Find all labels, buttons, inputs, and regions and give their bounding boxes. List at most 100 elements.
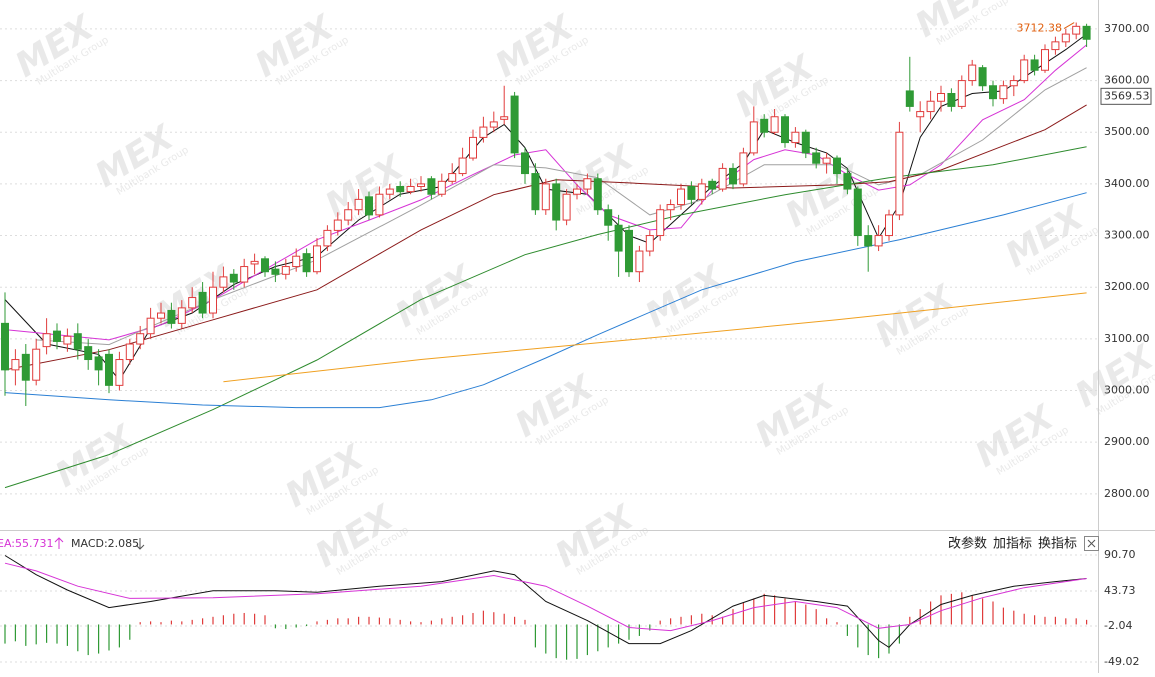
candle-body [999,85,1008,100]
candle-body [1082,25,1091,40]
candle-body [437,180,446,195]
candle-body [136,333,145,345]
candle-body [978,67,987,87]
toolbar-button[interactable]: 加指标 [993,537,1032,552]
candle-body [313,245,321,273]
candle-body [53,330,61,342]
candle-body [957,80,966,107]
candle-body [21,353,30,381]
y-tick-label: 3300.00 [1104,229,1150,242]
candle-body [510,95,519,154]
close-button[interactable] [1084,536,1099,551]
candle-body [853,188,862,237]
y-tick-label: 3000.00 [1104,384,1150,397]
candle-body [521,152,529,175]
candle-body [708,180,717,190]
y-tick-label: 43.73 [1104,584,1136,597]
candle-body [94,356,103,371]
dif-line [4,555,1087,649]
candle-body [292,255,301,268]
candle-body [926,100,935,113]
candle-body [479,126,488,138]
toolbar-button[interactable]: 改参数 [948,536,987,552]
candle-body [552,183,561,221]
y-tick-label: 3100.00 [1104,332,1150,345]
candle-body [396,185,405,193]
candle-body [583,178,592,190]
candle-body [760,118,769,133]
candle-body [905,90,914,107]
candle-body [791,131,800,144]
candle-body [687,185,696,200]
candle-body [177,307,186,324]
y-tick-label: -2.04 [1104,619,1132,632]
candle-body [198,291,207,314]
toolbar-button[interactable]: 换指标 [1038,537,1077,552]
candle-body [448,173,457,182]
candle-body [968,64,977,82]
candle-body [781,116,789,144]
current-price: 3569.53 [1104,89,1150,102]
candle-body [73,333,82,350]
candle-body [801,131,810,154]
candle-body [1061,33,1070,43]
candle-body [1051,41,1060,51]
candle-body [822,157,831,164]
candle-body [833,157,841,175]
candle-body [947,92,956,107]
candle-body [271,268,280,275]
price-box [1100,87,1152,105]
candle-body [333,219,342,231]
candle-body [406,185,415,193]
candle-body [323,229,332,247]
candle-body [146,317,155,335]
y-tick-label: 2800.00 [1104,487,1150,500]
candle-body [469,136,477,159]
candle-body [167,309,176,324]
candle-body [718,167,727,190]
candle-body [489,121,498,128]
candle-body [302,253,311,273]
ma-line [223,292,1087,383]
candle-body [240,266,249,283]
candle-body [697,183,706,200]
candle-body [1,322,9,371]
candle-body [63,335,72,345]
candle-body [105,353,113,386]
ma-line [4,146,1087,489]
candle-body [625,229,633,273]
candle-body [604,209,613,226]
candle-body [531,173,540,211]
candle-body [1041,49,1049,71]
candle-body [219,276,228,288]
y-tick-label: 3700.00 [1104,22,1150,35]
candle-body [458,157,467,175]
y-tick-label: 3400.00 [1104,177,1150,190]
candle-body [385,188,394,195]
candle-body [989,85,997,100]
candle-body [157,312,165,319]
candle-body [354,198,363,211]
dea-label: EA:55.731 [0,537,53,550]
candle-body [344,209,353,221]
ma-line [4,104,1087,371]
candle-body [500,116,509,120]
candle-body [593,178,602,211]
candle-body [843,173,852,190]
candle-body [541,183,550,211]
high-label: 3712.38 [1017,22,1063,35]
y-tick-label: 2900.00 [1104,435,1150,448]
dea-line [4,562,1087,632]
